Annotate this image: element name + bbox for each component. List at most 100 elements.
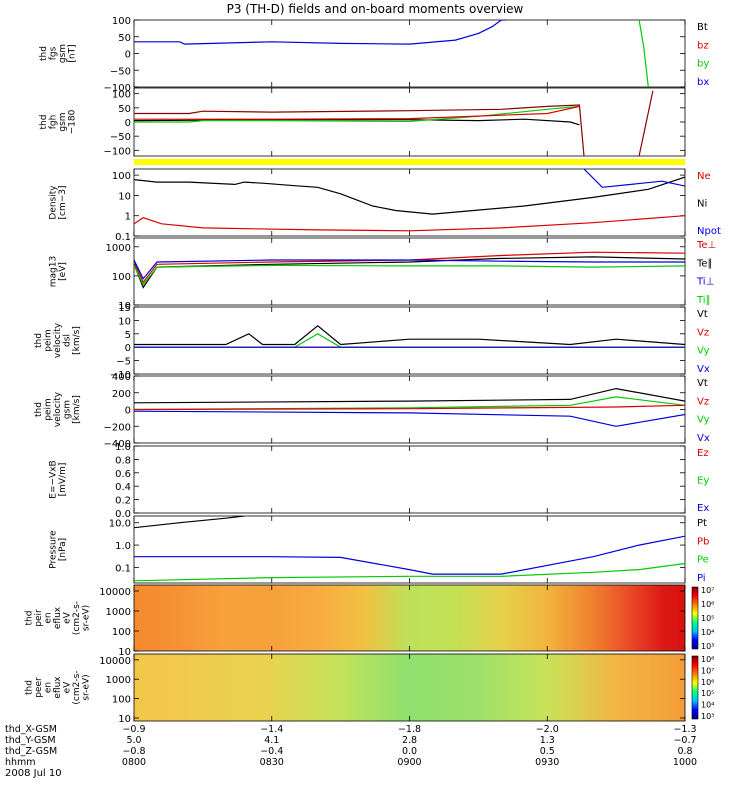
mode-bar	[134, 159, 685, 165]
y-tick-label: 10	[118, 316, 131, 327]
axis-row-value: 1.3	[540, 735, 555, 746]
axis-row-value: 0900	[397, 757, 421, 768]
y-axis-label: [mV/m]	[58, 463, 68, 497]
y-axis-label: gsm	[58, 44, 68, 63]
y-tick-label: 1000	[106, 675, 131, 686]
legend-entry: by	[697, 59, 709, 70]
series-line-bx	[134, 118, 580, 126]
y-axis-label: en	[44, 682, 54, 693]
y-tick-label: 1.0	[115, 442, 131, 453]
panel-frame	[133, 445, 686, 514]
y-tick-label: 15	[118, 303, 131, 314]
axis-row-value: 4.1	[264, 735, 279, 746]
y-axis-label: [km/s]	[72, 395, 82, 424]
legend-entry: bx	[697, 77, 709, 88]
y-axis-label: E=−VxB	[48, 460, 58, 498]
legend-entry: Pi	[697, 573, 706, 584]
colorbar-label: 10⁸	[701, 655, 714, 664]
series-line-bz	[134, 105, 580, 120]
colorbar-label: 10³	[701, 712, 714, 721]
series-line-Ni	[134, 176, 685, 215]
y-tick-label: −50	[110, 132, 131, 143]
y-tick-label: 0.1	[115, 232, 131, 243]
y-tick-label: 100	[112, 171, 131, 182]
axis-row-value: −1.8	[398, 724, 421, 735]
y-axis-label: (cm2-s-	[72, 670, 82, 704]
y-tick-label: 1000	[106, 607, 131, 618]
legend-entry: Te⊥	[696, 240, 716, 251]
y-axis-label: sr-eV)	[82, 605, 92, 631]
legend-entry: Ti∥	[696, 295, 711, 306]
legend-entry: Npot	[697, 226, 721, 237]
legend-entry: Bt	[697, 22, 708, 33]
series-line-Npot	[583, 169, 685, 188]
panel-frame	[133, 19, 686, 88]
y-axis-label: thd	[25, 680, 35, 695]
panel-fgs: 100 50 0 −50 −100 thd fgs gsm [nT] Bt bz by bx	[39, 16, 710, 94]
y-axis-label: velocity	[53, 391, 63, 427]
orbit-axis-rows: thd_X-GSM −0.9 −1.4 −1.8 −2.0 −1.3 thd_Y-GSM 5.…	[5, 724, 697, 768]
y-axis-label: peer	[34, 677, 44, 698]
y-axis-label: thd	[39, 115, 49, 130]
y-tick-label: 0	[125, 343, 131, 354]
legend-entry: Ey	[697, 476, 709, 487]
y-tick-label: 0.0	[115, 509, 131, 520]
axis-row-value: −0.4	[260, 746, 283, 757]
colorbar-label: 10⁶	[701, 600, 714, 609]
legend-entry: Vx	[697, 433, 710, 444]
axis-row-value: 0930	[535, 757, 559, 768]
legend-entry: Ni	[697, 199, 707, 210]
series-line-Ti⊥	[134, 259, 685, 280]
series-line-Te∥	[134, 256, 685, 289]
axis-row-value: 0.0	[402, 746, 417, 757]
y-tick-label: −5	[116, 357, 131, 368]
y-tick-label: −100	[104, 146, 131, 157]
y-tick-label: 100	[112, 627, 131, 638]
series-line-Ti∥	[134, 264, 685, 286]
axis-row-value: −0.9	[122, 724, 145, 735]
y-tick-label: 100	[112, 695, 131, 706]
legend-entry: Ti⊥	[696, 277, 714, 288]
y-tick-label: 10	[118, 191, 131, 202]
y-tick-label: 0.6	[115, 469, 131, 480]
y-axis-label: eflux	[53, 676, 63, 699]
y-tick-label: −50	[110, 66, 131, 77]
series-group	[134, 90, 654, 156]
panel-fgh: 100 50 0 −50 −100 thd fgh gsm −180	[39, 87, 686, 157]
axis-row-value: 0800	[122, 757, 146, 768]
series-line-Pe	[134, 562, 685, 582]
legend-entry: Vy	[697, 415, 710, 426]
y-axis-label: en	[44, 612, 54, 623]
series-line-Pt	[134, 516, 245, 529]
axis-row-value: −0.8	[122, 746, 145, 757]
y-axis-label: thd	[34, 333, 44, 348]
legend-entry: Vx	[697, 364, 710, 375]
axis-row-label: thd_Z-GSM	[5, 746, 57, 757]
y-tick-label: 10000	[99, 587, 131, 598]
axis-row-value: −2.0	[536, 724, 559, 735]
axis-row-value: 0.8	[677, 746, 692, 757]
colorbar-label: 10⁵	[701, 614, 714, 623]
y-tick-label: 10.0	[109, 519, 131, 530]
legend-entry: Vy	[697, 346, 710, 357]
axis-row-value: −0.7	[673, 735, 696, 746]
y-axis-label: [eV]	[58, 262, 68, 281]
series-line-Pi	[134, 535, 685, 575]
y-tick-label: 10	[118, 647, 131, 658]
colorbar	[691, 586, 699, 650]
colorbar-label: 10⁶	[701, 678, 714, 687]
y-axis-label: (cm2-s-	[72, 601, 82, 635]
spectrogram-image	[134, 654, 685, 721]
axis-row-value: 0.5	[540, 746, 555, 757]
colorbar-label: 10⁴	[701, 628, 714, 637]
series-line-bx	[134, 20, 506, 45]
y-axis-label: eV	[63, 611, 73, 624]
y-axis-label: fgs	[48, 46, 58, 60]
legend-entry: Te∥	[696, 258, 713, 269]
axis-row-value: 2.8	[402, 735, 417, 746]
colorbar-label: 10⁷	[701, 586, 714, 595]
y-axis-label: gsm	[63, 400, 73, 419]
